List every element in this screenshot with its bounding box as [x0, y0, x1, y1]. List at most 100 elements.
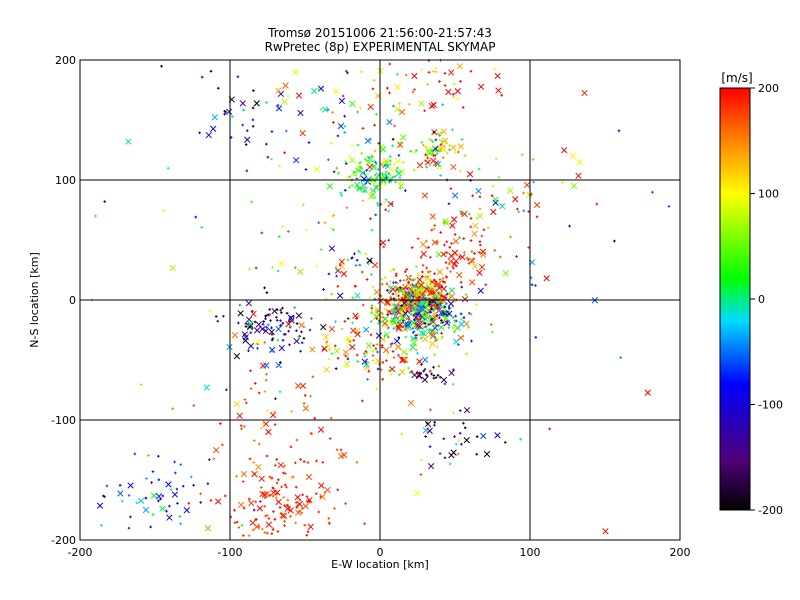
data-point-plus	[150, 481, 153, 484]
data-point-plus	[344, 162, 348, 165]
data-point-plus	[283, 524, 286, 527]
data-point-plus	[375, 343, 379, 346]
data-point-cross	[512, 196, 519, 203]
data-point-plus	[157, 478, 161, 482]
colorbar-segment	[720, 290, 750, 292]
data-point-plus	[277, 478, 280, 482]
data-point-plus	[295, 329, 298, 333]
data-point-plus	[428, 445, 432, 448]
data-point-plus	[398, 373, 401, 377]
colorbar-segment	[720, 468, 750, 470]
colorbar-segment	[720, 159, 750, 161]
colorbar-segment	[720, 257, 750, 259]
data-point-plus	[337, 171, 340, 175]
data-point-cross	[411, 282, 418, 289]
data-point-cross	[494, 432, 501, 439]
colorbar-segment	[720, 188, 750, 190]
data-point-plus	[410, 290, 414, 294]
data-point-cross	[394, 84, 401, 91]
data-point-plus	[151, 513, 155, 516]
colorbar-segment	[720, 387, 750, 389]
colorbar-segment	[720, 224, 750, 226]
colorbar-segment	[720, 181, 750, 183]
data-point-plus	[363, 522, 366, 526]
data-point-cross	[457, 334, 465, 342]
data-point-plus	[440, 285, 444, 289]
data-point-plus	[273, 423, 277, 426]
data-point-plus	[394, 281, 398, 284]
colorbar-segment	[720, 494, 750, 496]
colorbar-segment	[720, 132, 750, 134]
data-point-plus	[325, 340, 329, 344]
data-point-cross	[466, 171, 474, 178]
data-point-cross	[393, 303, 400, 310]
colorbar-segment	[720, 443, 750, 445]
data-point-plus	[433, 323, 437, 326]
data-point-cross	[293, 157, 300, 164]
data-point-plus	[391, 176, 394, 179]
colorbar-segment	[720, 152, 750, 154]
data-point-cross	[409, 344, 416, 351]
data-point-plus	[475, 452, 479, 456]
colorbar-segment	[720, 140, 750, 142]
data-point-plus	[233, 508, 236, 512]
data-point-plus	[356, 110, 359, 114]
colorbar-segment	[720, 417, 750, 419]
data-point-cross	[359, 169, 366, 176]
data-point-plus	[173, 460, 176, 464]
data-point-plus	[413, 88, 416, 91]
data-point-cross	[461, 210, 468, 218]
data-point-cross	[323, 366, 330, 373]
data-point-plus	[503, 441, 507, 444]
data-point-plus	[265, 314, 269, 317]
data-point-plus	[187, 502, 191, 505]
colorbar-segment	[720, 483, 750, 485]
colorbar-segment	[720, 461, 750, 463]
data-point-plus	[194, 215, 198, 219]
data-point-plus	[300, 511, 304, 515]
data-point-plus	[419, 473, 423, 476]
data-point-plus	[470, 250, 474, 253]
data-point-cross	[440, 251, 447, 258]
data-point-plus	[461, 106, 465, 109]
data-point-plus	[281, 306, 284, 310]
data-point-cross	[262, 327, 270, 335]
data-point-cross	[454, 88, 461, 95]
y-tick-label: 100	[55, 174, 76, 187]
data-point-plus	[517, 210, 521, 214]
colorbar-segment	[720, 342, 750, 344]
data-point-plus	[404, 189, 407, 192]
data-point-plus	[338, 263, 342, 267]
data-point-plus	[392, 327, 396, 330]
data-point-plus	[198, 131, 201, 135]
data-point-plus	[94, 214, 97, 218]
data-point-cross	[299, 382, 307, 390]
data-point-plus	[432, 227, 436, 231]
colorbar-segment	[720, 343, 750, 345]
data-point-plus	[269, 319, 272, 322]
colorbar-segment	[720, 326, 750, 328]
colorbar-segment	[720, 149, 750, 151]
data-point-plus	[346, 71, 349, 75]
data-point-plus	[252, 89, 255, 92]
data-point-plus	[497, 175, 501, 179]
data-point-plus	[490, 330, 494, 334]
data-point-plus	[326, 108, 330, 112]
data-point-plus	[289, 515, 292, 518]
data-point-plus	[331, 111, 334, 114]
grid-lines	[80, 60, 680, 540]
colorbar-segment	[720, 327, 750, 329]
data-point-plus	[410, 370, 413, 373]
data-point-cross	[262, 420, 270, 427]
data-point-plus	[520, 153, 524, 156]
data-point-plus	[456, 452, 460, 456]
data-point-plus	[283, 151, 286, 155]
data-point-cross	[237, 310, 244, 317]
data-point-cross	[533, 201, 541, 209]
data-point-plus	[467, 326, 470, 329]
colorbar-segment	[720, 322, 750, 324]
colorbar-segment	[720, 427, 750, 429]
colorbar-segment	[720, 338, 750, 340]
data-point-plus	[433, 272, 436, 275]
